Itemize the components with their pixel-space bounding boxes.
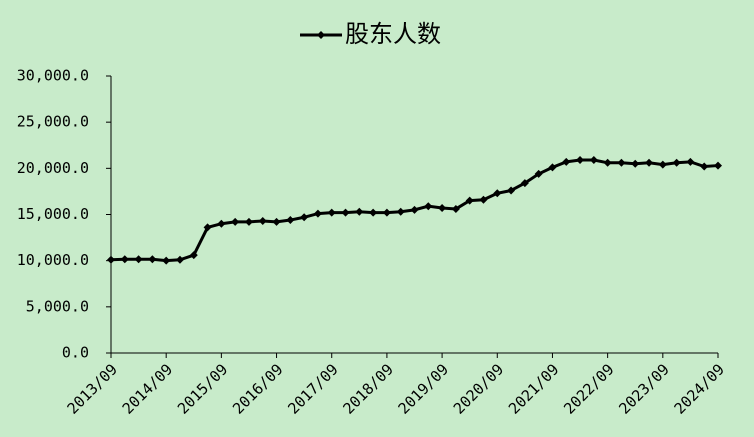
x-tick-label: 2019/09 xyxy=(395,360,452,417)
point xyxy=(714,161,722,170)
point xyxy=(327,208,336,217)
x-tick-label: 2021/09 xyxy=(505,360,562,417)
point xyxy=(424,202,433,211)
point xyxy=(576,156,585,165)
x-tick-label: 2023/09 xyxy=(615,360,672,417)
x-tick-label: 2020/09 xyxy=(450,360,507,417)
point xyxy=(589,156,598,165)
point xyxy=(438,204,447,213)
point xyxy=(272,217,281,226)
point xyxy=(700,162,709,171)
y-tick-label: 0.0 xyxy=(62,344,89,362)
point xyxy=(286,216,295,225)
point xyxy=(507,186,516,195)
point xyxy=(617,158,626,167)
x-tick-label: 2018/09 xyxy=(339,360,396,417)
point xyxy=(175,255,184,264)
point xyxy=(355,207,364,216)
point xyxy=(686,157,695,166)
point xyxy=(631,159,640,168)
point xyxy=(217,219,226,228)
x-tick-label: 2024/09 xyxy=(671,360,728,417)
y-tick-label: 25,000.0 xyxy=(17,113,89,131)
x-tick-label: 2016/09 xyxy=(229,360,286,417)
point xyxy=(465,196,474,205)
point xyxy=(603,158,612,167)
point xyxy=(107,255,115,264)
point xyxy=(520,179,529,188)
point xyxy=(258,216,267,225)
point xyxy=(231,217,240,226)
y-tick-label: 10,000.0 xyxy=(17,251,89,269)
point xyxy=(341,208,350,217)
y-tick-label: 30,000.0 xyxy=(17,67,89,85)
point xyxy=(134,255,143,264)
y-tick-label: 20,000.0 xyxy=(17,159,89,177)
point xyxy=(162,256,171,265)
point xyxy=(300,213,309,222)
point xyxy=(369,208,378,217)
point xyxy=(189,251,198,260)
point xyxy=(396,207,405,216)
y-tick-label: 5,000.0 xyxy=(26,297,89,315)
point xyxy=(534,169,543,178)
point xyxy=(148,255,157,264)
x-tick-label: 2015/09 xyxy=(174,360,231,417)
point xyxy=(120,255,129,264)
point xyxy=(562,157,571,166)
point xyxy=(493,189,502,198)
legend-text: 股东人数 xyxy=(345,20,441,48)
point xyxy=(658,160,667,169)
x-tick-label: 2014/09 xyxy=(119,360,176,417)
point xyxy=(410,205,419,214)
point xyxy=(244,217,253,226)
point xyxy=(672,158,681,167)
legend-marker xyxy=(317,31,325,39)
point xyxy=(451,204,460,213)
point xyxy=(382,208,391,217)
x-tick-label: 2022/09 xyxy=(560,360,617,417)
x-tick-label: 2017/09 xyxy=(284,360,341,417)
y-tick-label: 15,000.0 xyxy=(17,205,89,223)
point xyxy=(203,223,212,232)
point xyxy=(313,209,322,218)
point xyxy=(548,163,557,172)
point xyxy=(645,158,654,167)
point xyxy=(479,195,488,204)
x-tick-label: 2013/09 xyxy=(64,360,121,417)
